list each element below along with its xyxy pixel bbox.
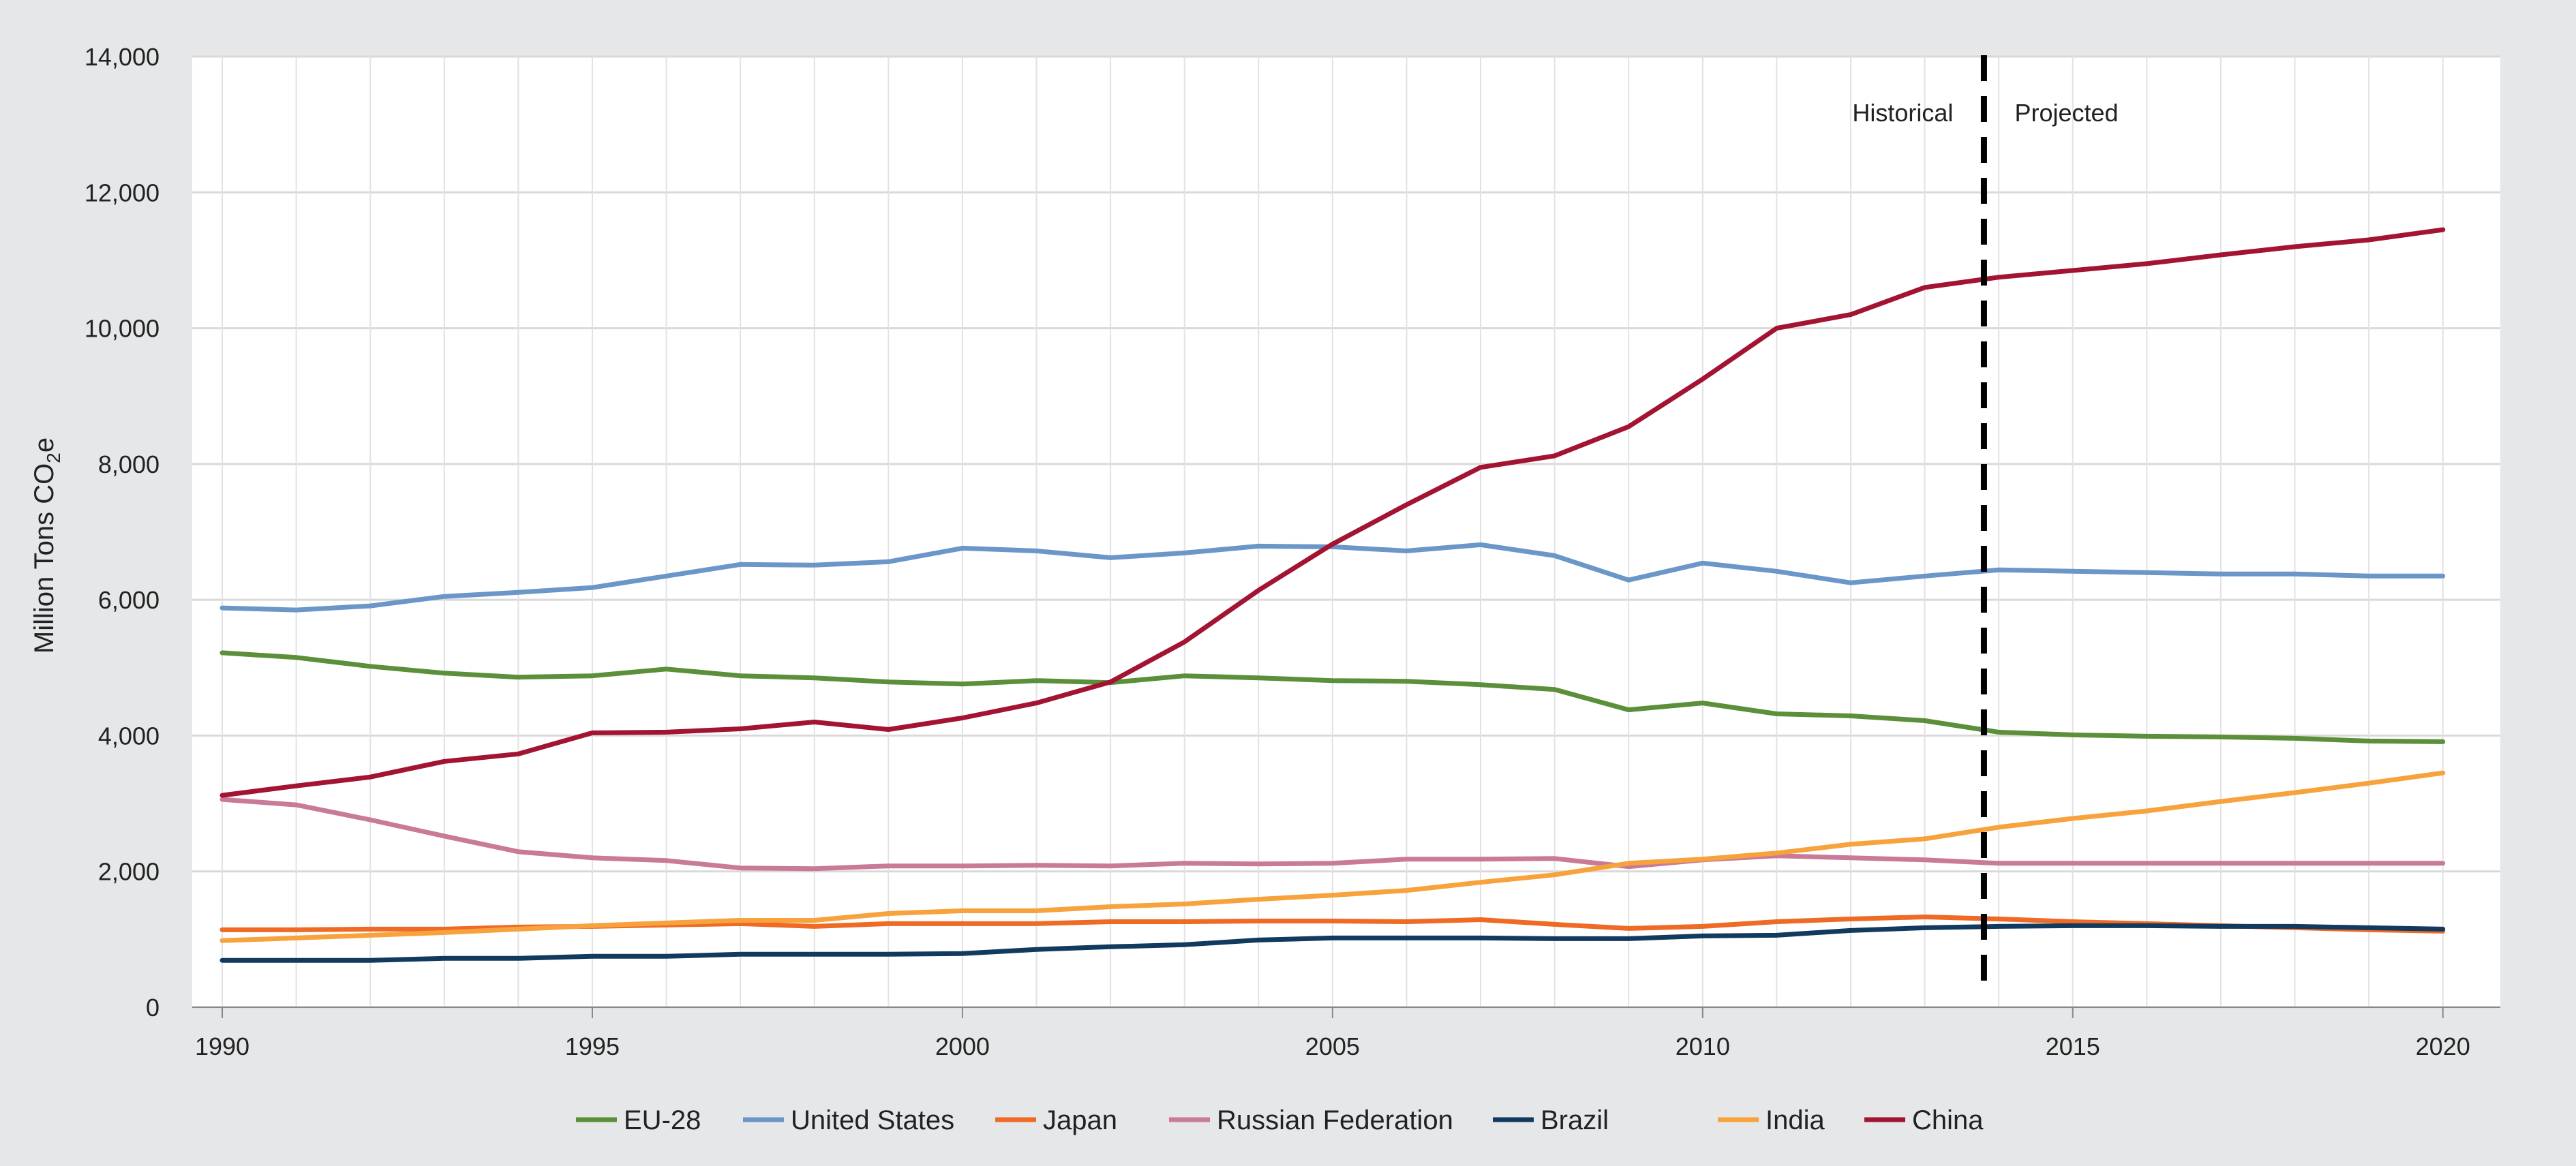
y-axis-ticks: 0 2,000 4,000 6,000 8,000 10,000 12,000 14,000 [85, 43, 160, 1022]
x-tick-label: 2000 [935, 1032, 990, 1060]
x-tick-label: 2005 [1305, 1032, 1360, 1060]
legend-label: India [1766, 1105, 1825, 1135]
y-tick-label: 2,000 [98, 858, 160, 886]
x-tick-label: 1995 [565, 1032, 620, 1060]
legend-label: Russian Federation [1217, 1105, 1453, 1135]
legend-label: EU-28 [624, 1105, 701, 1135]
y-tick-label: 8,000 [98, 450, 160, 478]
y-tick-label: 10,000 [85, 315, 160, 343]
projected-label: Projected [2014, 99, 2118, 127]
y-axis-label-sub: 2 [43, 452, 64, 463]
legend-label: United States [791, 1105, 954, 1135]
x-tick-label: 2010 [1676, 1032, 1730, 1060]
plot-area [192, 57, 2500, 1007]
x-tick-label: 1990 [195, 1032, 249, 1060]
series-line-eu-28 [219, 650, 2446, 744]
y-axis-label: Million Tons CO2e [29, 438, 64, 654]
y-tick-label: 6,000 [98, 586, 160, 614]
x-tick-label: 2020 [2416, 1032, 2470, 1060]
x-tick-label: 2015 [2046, 1032, 2100, 1060]
y-tick-label: 12,000 [85, 179, 160, 206]
series-line-brazil [219, 923, 2446, 963]
historical-label: Historical [1852, 99, 1953, 127]
legend-label: Brazil [1541, 1105, 1609, 1135]
legend-label: China [1912, 1105, 1984, 1135]
legend-label: Japan [1043, 1105, 1117, 1135]
y-axis-label-main: Million Tons CO [29, 463, 59, 654]
series-line-china [219, 227, 2446, 798]
series-lines [219, 227, 2446, 963]
y-tick-label: 0 [146, 994, 160, 1022]
y-tick-label: 4,000 [98, 722, 160, 750]
y-axis-label-suffix: e [29, 438, 59, 452]
series-line-india [219, 770, 2446, 943]
y-tick-label: 14,000 [85, 43, 160, 71]
x-axis-ticks: 1990 1995 2000 2005 2010 2015 2020 [195, 1007, 2470, 1060]
series-line-russian-federation [219, 797, 2446, 872]
legend: EU-28 United States Japan Russian Federatio… [576, 1105, 1984, 1135]
